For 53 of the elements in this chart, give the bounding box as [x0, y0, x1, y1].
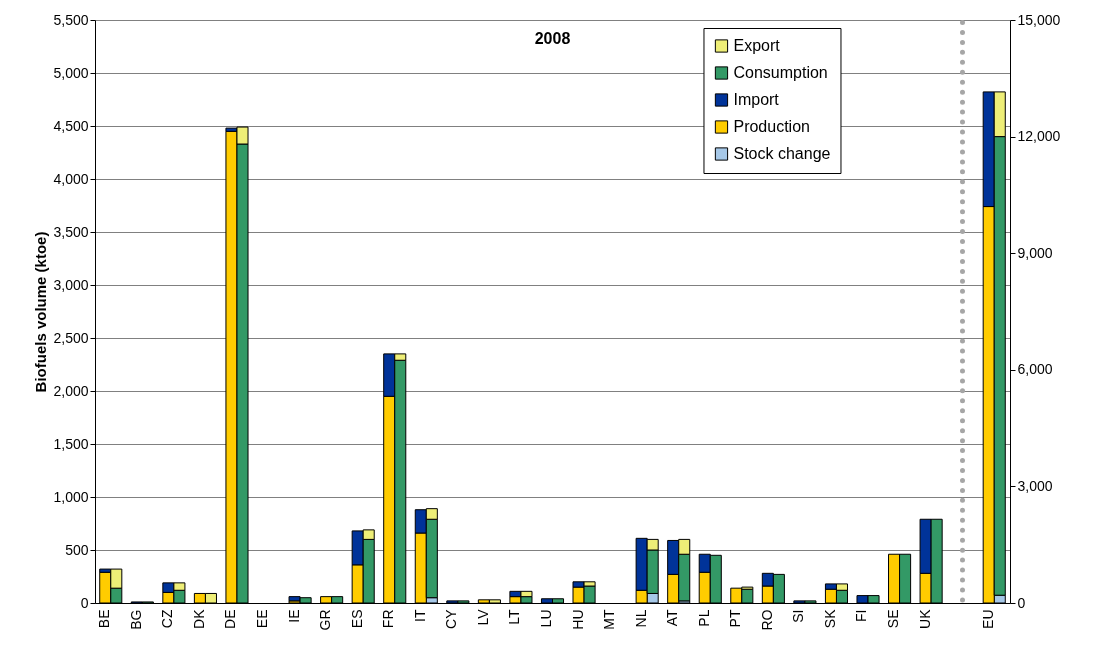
- y-tick-label: 4,500: [53, 117, 89, 134]
- x-tick-label: SI: [790, 609, 807, 623]
- x-tick-label: DE: [222, 609, 239, 629]
- y-tick-label: 5,500: [53, 11, 89, 28]
- y-tick-label: 3,500: [53, 223, 89, 240]
- x-tick-label: LV: [474, 608, 491, 626]
- text: 2008: [534, 30, 571, 47]
- y-tick-label: 500: [65, 541, 89, 558]
- y2-tick-label: 15,000: [1017, 11, 1061, 28]
- x-tick-label: CY: [443, 608, 460, 629]
- y-tick-label: 1,500: [53, 435, 89, 452]
- y-tick-label: 1,000: [53, 488, 89, 505]
- y2-tick-label: 6,000: [1017, 361, 1053, 378]
- x-tick-label: GR: [317, 609, 334, 631]
- legend-label: Consumption: [733, 64, 828, 81]
- x-tick-label: EU: [979, 609, 996, 629]
- x-tick-label: PT: [727, 609, 744, 628]
- x-tick-label: NL: [632, 609, 649, 628]
- y-tick-label: 2,500: [53, 329, 89, 346]
- y-tick-label: 5,000: [53, 64, 89, 81]
- x-tick-label: IE: [285, 609, 302, 623]
- y-tick-label: 0: [80, 594, 89, 611]
- x-tick-label: FR: [380, 609, 397, 629]
- x-tick-label: IT: [411, 609, 428, 622]
- x-tick-label: UK: [916, 608, 933, 629]
- y2-tick-label: 12,000: [1017, 128, 1061, 145]
- y-tick-label: 3,000: [53, 276, 89, 293]
- y-axis-title: Biofuels volume (ktoe): [32, 231, 50, 393]
- x-tick-label: BG: [127, 609, 144, 630]
- y-tick-label: 2,000: [53, 382, 89, 399]
- x-tick-label: DK: [190, 608, 207, 629]
- x-tick-label: BE: [96, 609, 113, 629]
- legend-label: Export: [733, 37, 781, 54]
- y2-tick-label: 9,000: [1017, 244, 1053, 261]
- legend-label: Import: [733, 91, 780, 108]
- x-tick-label: MT: [601, 609, 618, 630]
- x-tick-label: ES: [348, 609, 365, 629]
- y2-tick-label: 0: [1017, 594, 1026, 611]
- x-tick-label: LT: [506, 609, 523, 625]
- x-tick-label: PL: [695, 609, 712, 627]
- legend-label: Stock change: [733, 145, 831, 162]
- x-tick-label: SK: [821, 608, 838, 629]
- y2-tick-label: 3,000: [1017, 477, 1053, 494]
- x-tick-label: EE: [254, 609, 271, 629]
- y-tick-label: 4,000: [53, 170, 89, 187]
- x-tick-label: CZ: [159, 609, 176, 629]
- x-tick-label: SE: [885, 609, 902, 629]
- x-tick-label: RO: [758, 609, 775, 631]
- legend-label: Production: [733, 118, 810, 135]
- x-tick-label: LU: [537, 609, 554, 628]
- x-tick-label: FI: [853, 609, 870, 622]
- x-tick-label: HU: [569, 609, 586, 630]
- x-tick-label: AT: [664, 609, 681, 627]
